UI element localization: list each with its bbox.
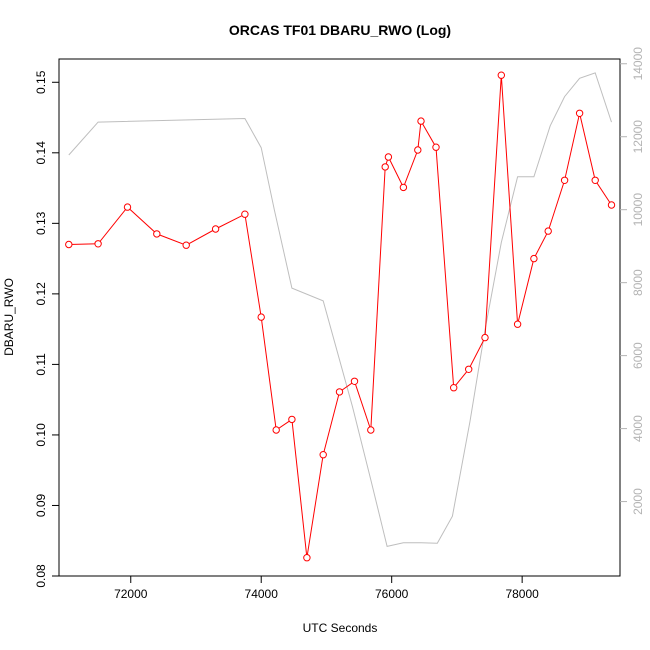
y-tick-label: 0.11	[34, 353, 48, 376]
data-point	[288, 415, 296, 424]
data-point	[481, 333, 489, 342]
data-point	[272, 426, 280, 434]
y2-tick-label: 2000	[631, 488, 645, 515]
data-point	[319, 451, 327, 459]
y-tick-label: 0.15	[34, 70, 48, 94]
data-point	[182, 241, 190, 249]
series-line-0	[68, 75, 612, 558]
data-point	[432, 143, 440, 151]
data-point	[381, 163, 389, 171]
y2-tick-label: 4000	[631, 415, 645, 442]
data-point	[465, 365, 473, 373]
series-layer	[65, 71, 616, 562]
y2-tick-label: 6000	[631, 342, 645, 369]
data-point	[303, 554, 311, 562]
data-point	[153, 230, 161, 238]
data-point	[414, 146, 422, 154]
data-point	[560, 176, 569, 185]
chart-title: ORCAS TF01 DBARU_RWO (Log)	[229, 22, 451, 38]
y-axis-label: DBARU_RWO	[2, 278, 16, 356]
data-point	[94, 240, 102, 248]
x-axis-label: UTC Seconds	[303, 621, 378, 635]
data-point	[350, 377, 359, 385]
y-tick-label: 0.10	[34, 423, 48, 447]
y-tick-label: 0.12	[34, 282, 48, 306]
y-axis-ticks: 0.08 0.09 0.10 0.11 0.12 0.13 0.14 0.15	[34, 70, 59, 588]
data-point	[384, 153, 393, 161]
y2-tick-label: 14000	[631, 47, 645, 81]
y2-tick-label: 8000	[631, 269, 645, 296]
data-point	[450, 384, 458, 392]
data-point	[257, 313, 265, 321]
data-point	[591, 176, 599, 185]
x-axis-ticks: 72000 74000 76000 78000	[114, 576, 539, 601]
data-point	[399, 183, 408, 192]
x-tick-label: 76000	[375, 587, 409, 601]
plot-frame	[58, 58, 621, 577]
x-tick-label: 72000	[114, 587, 148, 601]
x-tick-label: 74000	[245, 587, 279, 601]
data-point	[530, 254, 538, 263]
data-point	[607, 201, 616, 209]
data-point	[211, 225, 220, 233]
data-point	[65, 240, 73, 249]
data-point	[497, 71, 505, 79]
data-point	[367, 426, 375, 434]
y2-axis-ticks: 2000 4000 6000 8000 10000 12000 14000	[620, 47, 645, 515]
y-tick-label: 0.13	[34, 211, 48, 235]
data-point	[575, 109, 584, 118]
y2-tick-label: 12000	[631, 120, 645, 154]
y-tick-label: 0.14	[34, 141, 48, 165]
data-point	[335, 388, 344, 396]
x-tick-label: 78000	[505, 587, 539, 601]
data-point	[513, 320, 522, 328]
series-line-1	[68, 72, 612, 547]
data-point	[417, 117, 425, 125]
y-tick-label: 0.09	[34, 493, 48, 517]
y-tick-label: 0.08	[34, 564, 48, 588]
data-point	[241, 210, 249, 218]
data-point	[123, 203, 132, 211]
y2-tick-label: 10000	[631, 193, 645, 227]
data-point	[544, 227, 552, 235]
